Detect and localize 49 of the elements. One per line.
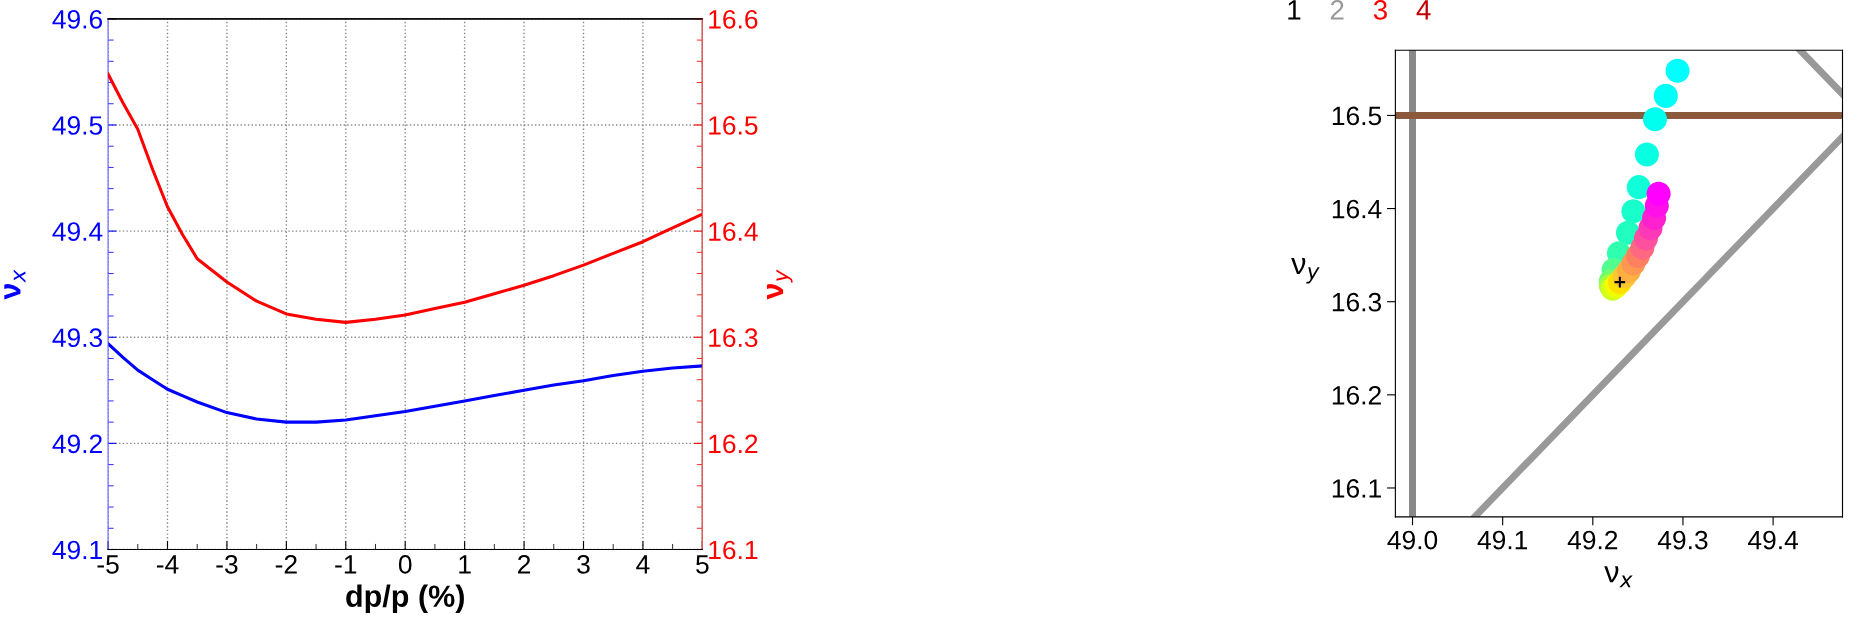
- y-tick-label: 16.2: [1332, 385, 1381, 405]
- point: [1646, 181, 1671, 206]
- legend-label: 1: [1288, 0, 1301, 20]
- y-tick-label: 49.3: [52, 328, 103, 348]
- x-tick-label: 49.4: [1748, 530, 1799, 550]
- x-tick-label: 49.2: [1567, 530, 1618, 550]
- x-tick-label: 49.3: [1657, 530, 1708, 550]
- y-axis-title: ν$_{x}$: [4, 269, 26, 300]
- text: 2: [1330, 0, 1344, 20]
- point: [1621, 199, 1646, 224]
- x-tick-label: -1: [335, 555, 357, 574]
- x-tick-label: -4: [156, 555, 179, 574]
- point: [1665, 58, 1690, 83]
- x-tick-label: -2: [275, 555, 297, 574]
- point: [1653, 83, 1678, 108]
- y2-axis-title: ν$_{y}$: [766, 269, 793, 300]
- line-series: [108, 342, 703, 424]
- x-axis-title: dp/p (%): [346, 584, 464, 613]
- y2-tick-label: 16.6: [709, 9, 758, 29]
- y2-tick-label: 16.3: [709, 328, 758, 348]
- y-tick-label: 49.6: [52, 9, 103, 29]
- x-tick-label: -3: [216, 555, 238, 574]
- point: [1634, 142, 1659, 167]
- x-axis-title: ν$_{x}$: [1604, 566, 1633, 588]
- y2-tick-label: 16.5: [709, 116, 758, 135]
- x-tick-label: 2: [518, 555, 531, 574]
- y2-tick-label: 16.4: [709, 222, 758, 241]
- y-tick-label: 16.3: [1332, 292, 1382, 312]
- y-tick-label: 16.4: [1332, 199, 1382, 219]
- line-series: [108, 72, 703, 324]
- x-tick-label: 49.1: [1477, 530, 1528, 550]
- y-tick-label: 49.4: [52, 222, 103, 241]
- y2-tick-label: 16.2: [709, 434, 758, 454]
- y-tick-label: 16.1: [1332, 479, 1381, 498]
- x-tick-label: 3: [577, 555, 590, 574]
- x-tick-label: 4: [636, 555, 650, 574]
- x-tick-label: 1: [459, 555, 471, 574]
- y-axis-title: ν$_{y}$: [1291, 257, 1320, 284]
- y-tick-label: 16.5: [1332, 106, 1382, 126]
- point: [1626, 175, 1651, 200]
- legend-label: 4: [1416, 0, 1431, 20]
- y-tick-label: 49.5: [52, 116, 103, 135]
- y2-tick-label: 16.1: [709, 540, 758, 560]
- x-tick-label: 0: [398, 555, 412, 574]
- x-tick-label: 5: [696, 555, 709, 574]
- x-tick-label: 49.0: [1387, 530, 1438, 550]
- legend-label: 3: [1373, 0, 1387, 20]
- y-tick-label: 49.2: [52, 434, 102, 454]
- point: [1642, 107, 1668, 132]
